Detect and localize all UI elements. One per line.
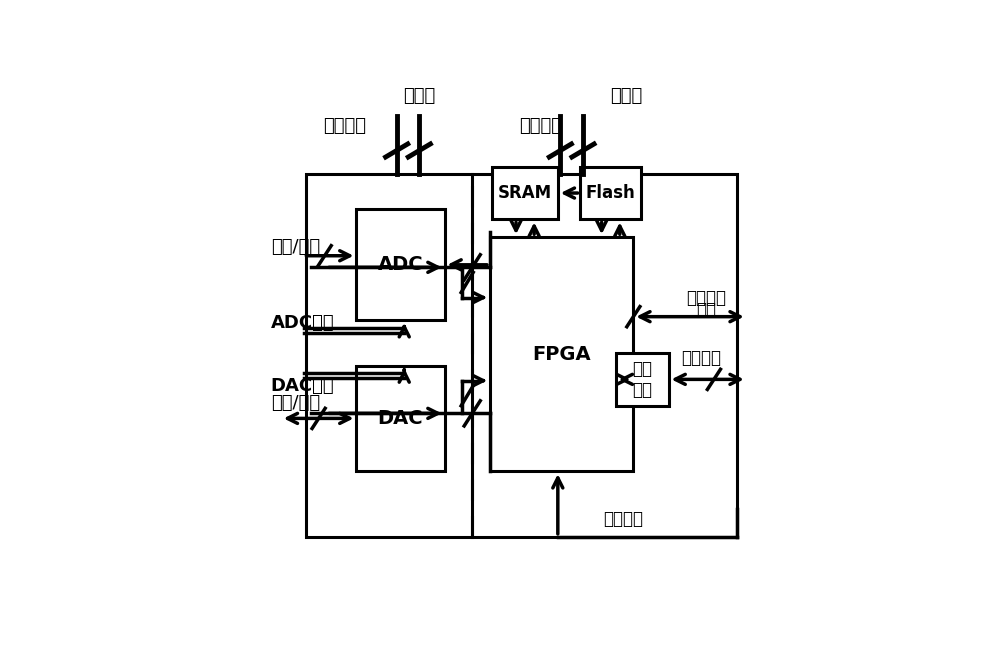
Text: 模拟电源: 模拟电源 [323,117,366,135]
Text: DAC: DAC [378,409,423,428]
Text: ADC: ADC [378,255,423,274]
Text: SRAM: SRAM [498,184,552,202]
Text: 模拟地: 模拟地 [403,87,435,105]
Text: 低速控制: 低速控制 [686,288,726,307]
Text: FPGA: FPGA [532,345,591,364]
Text: DAC时钟: DAC时钟 [271,377,334,394]
Bar [490,237,633,472]
Bar [616,353,669,405]
Text: 数字地: 数字地 [610,87,642,105]
Text: ADC时钟: ADC时钟 [271,314,334,332]
Text: 高速
光口: 高速 光口 [632,360,652,399]
Text: 高速传输: 高速传输 [681,349,721,367]
Text: 数字时钟: 数字时钟 [603,510,643,528]
Text: 中频/射频: 中频/射频 [271,238,320,256]
Bar [356,366,445,472]
Text: Flash: Flash [586,184,636,202]
Text: 信号: 信号 [696,301,716,319]
Text: 数字电源: 数字电源 [519,117,562,135]
Text: 中频/射频: 中频/射频 [271,394,320,412]
Bar [356,209,445,320]
Bar [492,167,558,220]
Bar [306,174,737,537]
Bar [580,167,641,220]
